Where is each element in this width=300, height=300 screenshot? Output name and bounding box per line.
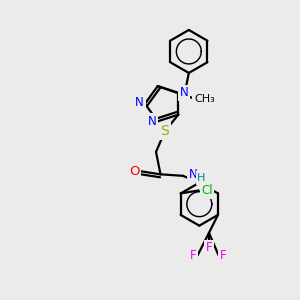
Text: Cl: Cl xyxy=(201,184,213,197)
Text: F: F xyxy=(206,241,212,254)
Text: CH₃: CH₃ xyxy=(194,94,215,104)
Text: H: H xyxy=(197,173,206,183)
Text: S: S xyxy=(160,124,169,138)
Text: N: N xyxy=(189,168,198,181)
Text: O: O xyxy=(129,165,140,178)
Text: F: F xyxy=(220,249,226,262)
Text: F: F xyxy=(190,249,196,262)
Text: N: N xyxy=(179,86,188,99)
Text: N: N xyxy=(135,96,144,109)
Text: N: N xyxy=(148,115,157,128)
